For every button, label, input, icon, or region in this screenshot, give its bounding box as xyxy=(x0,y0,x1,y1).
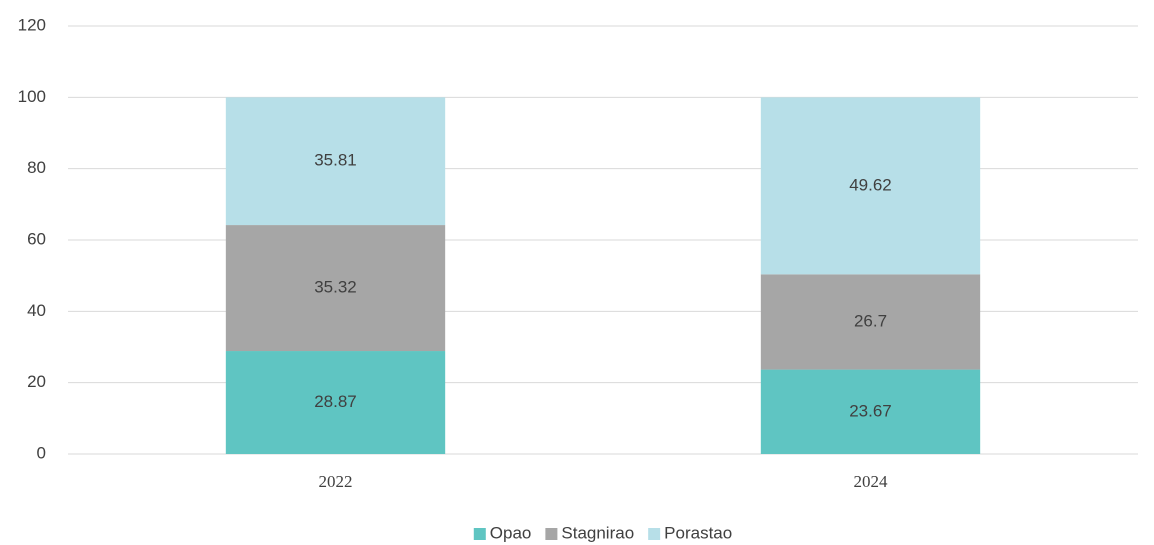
data-label: 26.7 xyxy=(854,311,887,330)
y-tick-label: 120 xyxy=(18,15,46,34)
legend-label: Stagnirao xyxy=(561,523,634,542)
legend-label: Opao xyxy=(490,523,532,542)
data-label: 35.81 xyxy=(314,151,357,170)
legend: Opao Stagnirao Porastao xyxy=(473,523,732,542)
legend-label: Porastao xyxy=(664,523,732,542)
y-tick-label: 40 xyxy=(27,301,46,320)
x-tick-label: 2024 xyxy=(854,472,889,491)
bar-segment xyxy=(225,225,446,352)
data-label: 23.67 xyxy=(849,401,892,420)
bar-segment xyxy=(225,351,446,454)
bar-segment xyxy=(760,97,981,275)
y-tick-label: 0 xyxy=(37,443,46,462)
legend-swatch xyxy=(648,528,661,540)
legend-swatch xyxy=(545,528,558,540)
bar-segment xyxy=(760,274,981,370)
bar-segment xyxy=(225,97,446,226)
x-tick-label: 2022 xyxy=(319,472,353,491)
data-label: 49.62 xyxy=(849,175,892,194)
y-tick-label: 60 xyxy=(27,229,46,248)
bar-segment xyxy=(760,369,981,454)
y-tick-label: 80 xyxy=(27,158,46,177)
legend-swatch xyxy=(473,528,486,540)
data-label: 35.32 xyxy=(314,278,357,297)
data-label: 28.87 xyxy=(314,392,357,411)
y-tick-label: 100 xyxy=(18,87,46,106)
y-tick-label: 20 xyxy=(27,372,46,391)
